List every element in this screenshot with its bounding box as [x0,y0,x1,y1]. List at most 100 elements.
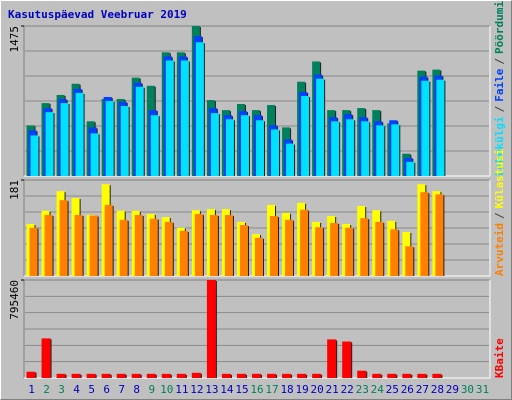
bar [75,92,84,176]
bar [316,78,325,176]
bar [101,373,111,378]
bar [180,60,189,176]
legend-separator: / [493,105,506,112]
legend-entry: Lehekülgi [493,116,506,176]
x-tick-label: 25 [386,383,399,396]
bar [59,200,68,276]
bar [71,373,81,378]
bar [221,373,231,378]
x-tick-label: 28 [431,383,444,396]
bar [432,373,442,378]
bar [161,373,171,378]
bar [236,373,246,378]
x-tick-label: 12 [190,383,203,396]
bar [195,42,204,177]
bar [41,338,51,378]
bar [26,371,36,378]
bar [89,215,98,276]
bar [406,161,415,176]
bar [402,373,412,378]
x-tick-label: 29 [446,383,459,396]
x-tick-label: 18 [280,383,293,396]
bar [330,222,339,276]
bar [210,113,219,176]
bar [387,373,397,378]
x-tick-label: 13 [205,383,218,396]
legend-entry: Faile [493,68,506,101]
bar [297,373,307,378]
bar [104,204,113,276]
bar [225,119,234,176]
x-tick-label: 23 [356,383,369,396]
x-tick-label: 27 [416,383,429,396]
bar [239,225,248,276]
bar [134,215,143,276]
bar [74,215,83,276]
x-tick-label: 26 [401,383,414,396]
bar [301,95,310,176]
bar [165,60,174,176]
x-tick-label: 3 [58,383,65,396]
x-tick-label: 8 [133,383,140,396]
x-tick-label: 30 [461,383,474,396]
x-tick-label: 21 [326,383,339,396]
bar [417,373,427,378]
bar [44,215,53,276]
bar [327,339,337,378]
x-tick-label: 9 [148,383,155,396]
bar [56,373,66,378]
bar [194,213,203,276]
bar [436,79,445,176]
bar [131,373,141,378]
chart-title: Kasutuspäevad Veebruar 2019 [8,8,187,21]
legend-separator: / [493,212,506,219]
bar [390,229,399,276]
x-tick-label: 17 [265,383,278,396]
x-tick-label: 10 [160,383,173,396]
bar [346,119,355,176]
x-tick-label: 15 [235,383,248,396]
bar [30,135,39,176]
x-tick-label: 4 [73,383,80,396]
bar [360,218,369,276]
x-tick-label: 7 [118,383,125,396]
bar [164,221,173,276]
bar [86,373,96,378]
legend: Lehekülgi / Faile / Pöördumisi [493,0,506,176]
bar [224,215,233,276]
bar [146,373,156,378]
bar [391,124,400,176]
x-tick-label: 5 [88,383,95,396]
bar [135,86,144,176]
bar [300,209,309,276]
bar [105,101,114,176]
bar [179,230,188,276]
bar [372,373,382,378]
bar [345,227,354,276]
legend-entry: Pöördumisi [493,0,506,54]
bar [376,125,385,176]
legend: KBaite [493,338,506,378]
bar [435,194,444,276]
x-tick-label: 22 [341,383,354,396]
bar [282,373,292,378]
bar [256,120,264,176]
bar [255,237,263,276]
bar [29,227,38,276]
bar [45,112,54,176]
x-tick-label: 19 [295,383,308,396]
bar [60,103,69,176]
legend-separator: / [493,58,506,65]
bar [271,129,280,176]
bar [270,216,279,276]
bar [209,215,218,276]
x-tick-label: 11 [175,383,188,396]
bar [119,219,128,276]
legend-entry: Arvuteid [493,223,506,276]
bar [90,133,99,176]
bar [361,121,370,176]
bar [120,106,129,176]
